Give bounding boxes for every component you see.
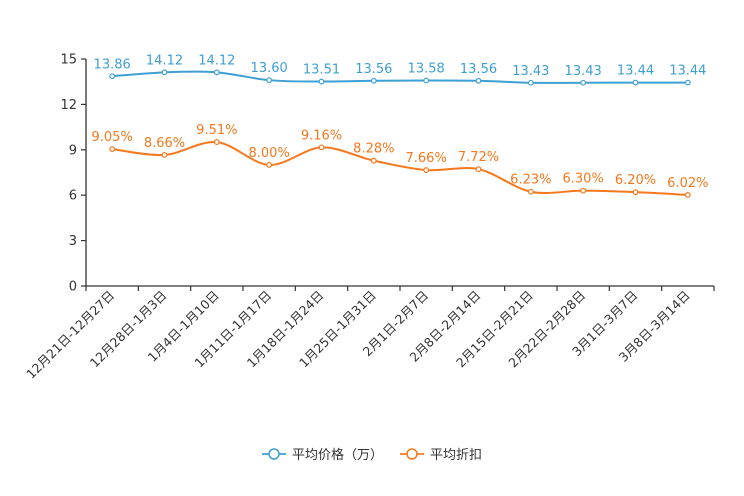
data-point[interactable] <box>109 73 116 80</box>
x-axis: 12月21日-12月27日12月28日-1月3日1月4日-1月10日1月11日-… <box>23 285 715 382</box>
data-label: 7.72% <box>458 150 499 165</box>
series-layer: 13.86 14.12 14.12 13.60 13.51 13.56 13.58 13.56… <box>92 53 708 198</box>
series-2: 9.05% 8.66% 9.51% 8.00% 9.16% 8.28% 7.66% 7.72%… <box>92 123 708 198</box>
data-label: 9.51% <box>196 123 237 138</box>
data-label: 9.16% <box>301 128 342 143</box>
data-point[interactable] <box>370 157 377 164</box>
data-label: 6.30% <box>563 172 604 187</box>
data-label: 13.86 <box>94 57 131 72</box>
data-point[interactable] <box>684 79 691 86</box>
y-tick-label: 15 <box>60 53 77 68</box>
data-label: 6.23% <box>510 173 551 188</box>
data-label: 6.20% <box>615 173 656 188</box>
data-point[interactable] <box>580 187 587 194</box>
data-label: 13.43 <box>565 64 602 79</box>
data-label: 13.56 <box>460 62 497 77</box>
data-point[interactable] <box>266 77 273 84</box>
data-label: 13.51 <box>303 63 340 78</box>
data-point[interactable] <box>423 167 430 173</box>
data-label: 8.00% <box>249 146 290 161</box>
data-point[interactable] <box>423 77 430 84</box>
data-label: 13.56 <box>355 62 392 77</box>
data-point[interactable] <box>580 79 587 86</box>
data-point[interactable] <box>632 189 639 196</box>
y-tick-label: 3 <box>69 234 77 249</box>
data-label: 8.66% <box>144 136 185 151</box>
data-point[interactable] <box>527 188 534 195</box>
data-label: 13.44 <box>617 64 654 79</box>
legend-marker <box>268 448 280 460</box>
data-label: 13.60 <box>251 61 288 76</box>
data-label: 13.44 <box>669 64 706 79</box>
data-label: 14.12 <box>198 53 235 68</box>
series-line <box>112 141 688 196</box>
data-point[interactable] <box>475 166 482 173</box>
data-point[interactable] <box>684 191 691 198</box>
data-label: 8.28% <box>353 142 394 157</box>
legend-label: 平均折扣 <box>430 448 482 463</box>
y-tick-label: 12 <box>60 98 77 113</box>
data-point[interactable] <box>318 78 325 85</box>
data-point[interactable] <box>370 77 377 84</box>
data-label: 13.43 <box>512 64 549 79</box>
y-tick-label: 6 <box>69 189 77 204</box>
data-point[interactable] <box>161 69 168 76</box>
y-tick-label: 0 <box>69 280 77 295</box>
data-point[interactable] <box>527 79 534 86</box>
legend-marker <box>406 448 418 460</box>
data-point[interactable] <box>266 162 273 168</box>
data-label: 14.12 <box>146 53 183 68</box>
data-point[interactable] <box>318 144 325 151</box>
series-line <box>112 70 688 84</box>
legend-item-2[interactable]: 平均折扣 <box>400 448 482 463</box>
data-point[interactable] <box>475 77 482 84</box>
data-point[interactable] <box>161 152 168 158</box>
legend-label: 平均价格（万） <box>292 447 383 463</box>
x-tick-label: 12月21日-12月27日 <box>23 288 117 382</box>
legend: 平均价格（万） 平均折扣 <box>262 447 482 463</box>
data-point[interactable] <box>213 139 220 145</box>
y-axis: 0 3 6 9 12 15 <box>60 53 87 295</box>
series-1: 13.86 14.12 14.12 13.60 13.51 13.56 13.58 13.56… <box>94 53 706 86</box>
data-point[interactable] <box>213 69 220 76</box>
data-point[interactable] <box>632 79 639 86</box>
data-label: 6.02% <box>667 176 708 191</box>
data-label: 9.05% <box>92 130 133 145</box>
data-label: 13.58 <box>408 61 445 76</box>
data-point[interactable] <box>109 146 116 152</box>
legend-item-1[interactable]: 平均价格（万） <box>262 447 383 463</box>
data-label: 7.66% <box>406 151 447 166</box>
y-tick-label: 9 <box>69 143 77 158</box>
